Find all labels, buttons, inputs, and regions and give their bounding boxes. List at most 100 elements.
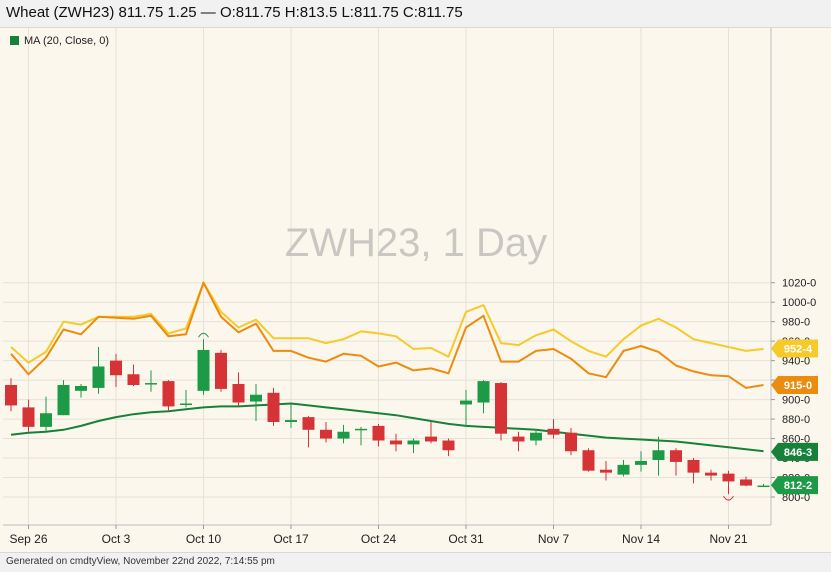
symbol-watermark: ZWH23, 1 Day bbox=[285, 221, 547, 265]
candle-body bbox=[442, 440, 455, 451]
candle-body bbox=[460, 400, 472, 405]
gridlines bbox=[3, 28, 771, 525]
candle-up[interactable] bbox=[635, 451, 647, 472]
candle-body bbox=[145, 383, 157, 385]
candle-body bbox=[92, 366, 105, 388]
candle-up[interactable] bbox=[530, 428, 542, 446]
legend[interactable]: MA (20, Close, 0) bbox=[10, 35, 109, 47]
candle-body bbox=[740, 479, 752, 486]
candle-up[interactable] bbox=[197, 339, 210, 395]
tag-shape bbox=[771, 476, 818, 495]
y-tick-label: 1020-0 bbox=[782, 278, 816, 290]
candle-up[interactable] bbox=[337, 424, 350, 444]
candle-up[interactable] bbox=[92, 347, 105, 394]
lower-band-line bbox=[10, 281, 764, 389]
candle-body bbox=[355, 428, 367, 431]
candle-body bbox=[705, 472, 717, 476]
candle-body bbox=[407, 440, 420, 445]
legend-swatch bbox=[10, 36, 19, 45]
candle-body bbox=[57, 384, 70, 416]
candle-down[interactable] bbox=[110, 353, 122, 387]
generated-timestamp: Generated on cmdtyView, November 22nd 20… bbox=[6, 556, 275, 567]
candle-down[interactable] bbox=[320, 422, 332, 443]
high-marker bbox=[198, 332, 209, 338]
candlesticks bbox=[5, 339, 770, 495]
candle-up[interactable] bbox=[285, 404, 297, 428]
candle-body bbox=[250, 394, 262, 402]
candle-up[interactable] bbox=[617, 459, 630, 477]
candle-up[interactable] bbox=[180, 389, 192, 408]
candle-body bbox=[617, 464, 630, 475]
candle-down[interactable] bbox=[670, 448, 682, 476]
candle-up[interactable] bbox=[477, 380, 490, 414]
candle-up[interactable] bbox=[757, 483, 770, 488]
candle-down[interactable] bbox=[5, 378, 17, 412]
candle-down[interactable] bbox=[495, 382, 507, 441]
y-tick-label: 800-0 bbox=[782, 492, 810, 504]
candle-down[interactable] bbox=[425, 422, 437, 444]
candle-down[interactable] bbox=[547, 419, 560, 439]
candle-body bbox=[652, 450, 665, 460]
candle-down[interactable] bbox=[22, 399, 35, 432]
candle-body bbox=[565, 432, 577, 452]
candle-body bbox=[582, 450, 595, 471]
candle-body bbox=[232, 384, 245, 403]
x-tick-label: Sep 26 bbox=[9, 532, 47, 546]
candle-body bbox=[197, 349, 210, 391]
candle-up[interactable] bbox=[145, 370, 157, 392]
x-tick-label: Oct 3 bbox=[102, 532, 131, 546]
x-axis[interactable]: Sep 26 Oct 3 Oct 10 Oct 17 Oct 24 Oct 31 Nov 7… bbox=[9, 525, 748, 546]
candle-body bbox=[687, 459, 700, 473]
candle-down[interactable] bbox=[600, 460, 612, 481]
candle-body bbox=[670, 450, 682, 462]
candle-up[interactable] bbox=[407, 438, 420, 454]
y-tick-label: 1000-0 bbox=[782, 297, 816, 309]
candle-body bbox=[530, 432, 542, 441]
candle-down[interactable] bbox=[565, 427, 577, 456]
x-tick-label: Nov 21 bbox=[709, 532, 747, 546]
chart-footer: Generated on cmdtyView, November 22nd 20… bbox=[0, 552, 831, 572]
candle-up[interactable] bbox=[250, 384, 262, 422]
candle-body bbox=[110, 360, 122, 376]
candle-down[interactable] bbox=[232, 372, 245, 407]
symbol-quote-title: Wheat (ZWH23) 811.75 1.25 — O:811.75 H:8… bbox=[6, 4, 463, 21]
candle-body bbox=[285, 420, 297, 423]
candle-down[interactable] bbox=[722, 470, 735, 495]
candle-up[interactable] bbox=[460, 389, 472, 426]
moving-average-line bbox=[10, 402, 764, 453]
x-tick-label: Oct 10 bbox=[186, 532, 222, 546]
upper-band-line bbox=[10, 281, 764, 364]
candle-up[interactable] bbox=[75, 384, 87, 398]
candle-down[interactable] bbox=[162, 380, 175, 411]
candle-up[interactable] bbox=[652, 436, 665, 476]
y-tick-label: 980-0 bbox=[782, 317, 810, 329]
candle-up[interactable] bbox=[40, 396, 52, 431]
candle-body bbox=[302, 417, 315, 430]
candle-down[interactable] bbox=[390, 433, 402, 452]
candle-down[interactable] bbox=[127, 364, 140, 386]
tag-value: 915-0 bbox=[784, 380, 812, 392]
legend-label: MA (20, Close, 0) bbox=[24, 35, 109, 47]
candle-down[interactable] bbox=[302, 416, 315, 448]
x-tick-label: Oct 17 bbox=[273, 532, 309, 546]
candle-body bbox=[267, 392, 280, 423]
candle-body bbox=[320, 429, 332, 439]
candle-down[interactable] bbox=[442, 438, 455, 457]
candle-body bbox=[372, 425, 385, 441]
candle-down[interactable] bbox=[512, 431, 525, 452]
candle-down[interactable] bbox=[215, 349, 227, 392]
candle-down[interactable] bbox=[582, 448, 595, 472]
y-tick-label: 860-0 bbox=[782, 434, 810, 446]
candle-down[interactable] bbox=[372, 423, 385, 447]
candle-down[interactable] bbox=[705, 469, 717, 481]
candle-body bbox=[495, 383, 507, 434]
candle-down[interactable] bbox=[740, 476, 752, 487]
candle-down[interactable] bbox=[687, 458, 700, 484]
candle-down[interactable] bbox=[267, 387, 280, 426]
plot-area bbox=[3, 28, 771, 525]
candle-up[interactable] bbox=[57, 380, 70, 416]
candle-up[interactable] bbox=[355, 426, 367, 446]
y-tick-label: 900-0 bbox=[782, 395, 810, 407]
